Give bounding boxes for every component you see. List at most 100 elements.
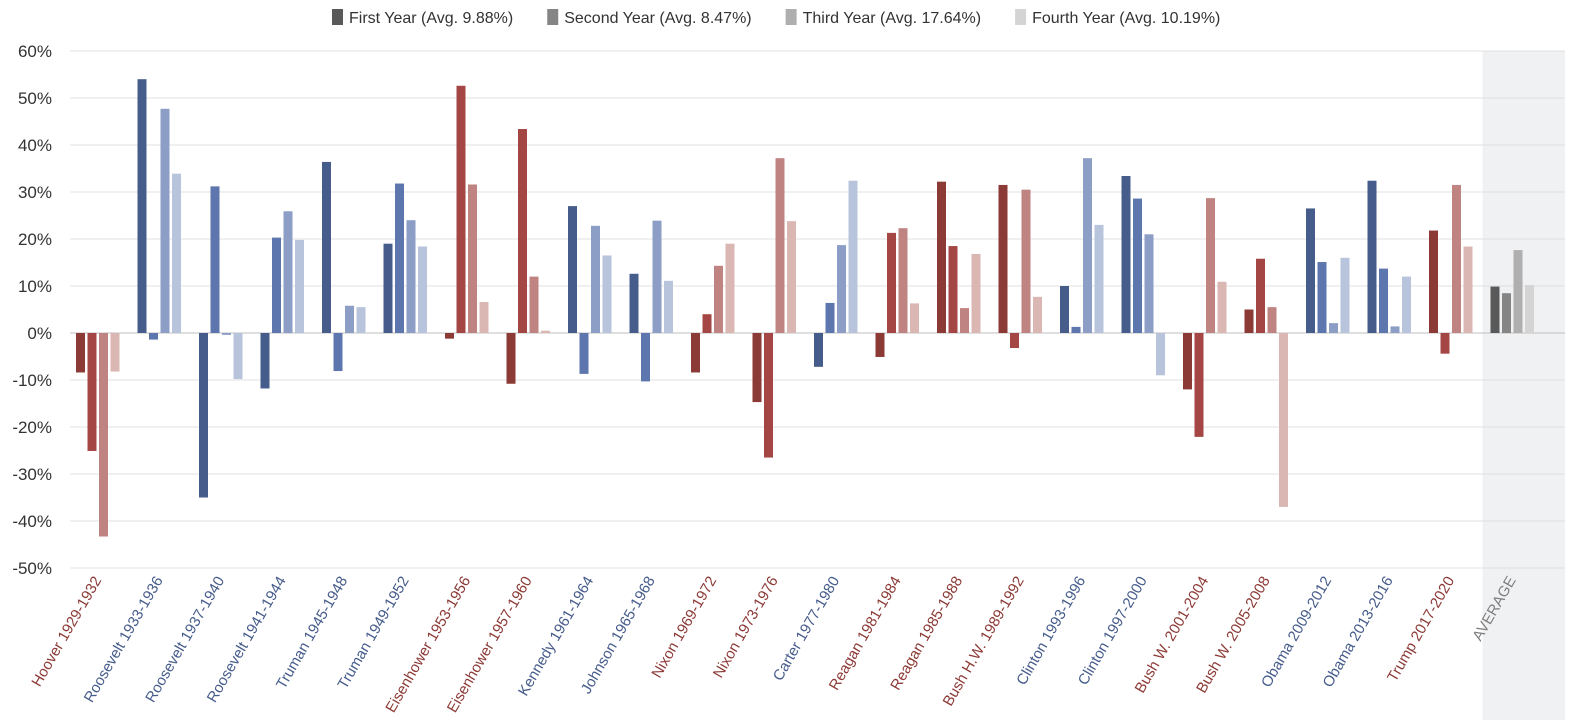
bar	[1183, 333, 1192, 390]
bar	[887, 232, 896, 333]
bar	[172, 173, 181, 333]
x-tick-label: Hoover 1929-1932	[28, 574, 105, 690]
bar	[752, 333, 762, 403]
bar	[333, 333, 343, 372]
x-tick-label: Clinton 1997-2000	[1075, 574, 1151, 689]
bar	[1133, 198, 1142, 333]
bar	[518, 129, 527, 333]
bar	[1306, 208, 1315, 333]
x-tick-label: Clinton 1993-1996	[1013, 574, 1089, 689]
bar	[1121, 176, 1131, 333]
bar	[383, 243, 393, 333]
bar	[506, 333, 516, 384]
bar	[406, 220, 416, 333]
legend-swatch	[785, 9, 797, 25]
bar	[445, 333, 454, 339]
bar	[960, 308, 969, 333]
bar	[602, 255, 612, 333]
bar	[691, 333, 700, 373]
bar	[652, 220, 662, 333]
bar	[345, 305, 354, 333]
legend-label: Second Year (Avg. 8.47%)	[564, 10, 751, 27]
bar	[1279, 333, 1288, 507]
bar	[702, 314, 712, 333]
bar	[568, 206, 577, 333]
bar	[1463, 246, 1473, 333]
bar	[199, 333, 208, 498]
y-tick-label: 50%	[18, 89, 52, 108]
y-tick-label: 60%	[18, 42, 52, 61]
bar	[579, 333, 589, 374]
bar	[1513, 250, 1523, 333]
bar	[1033, 296, 1042, 333]
bar	[1256, 258, 1265, 333]
bar	[468, 184, 477, 333]
bar	[149, 333, 158, 340]
bar	[664, 280, 673, 333]
bar	[948, 246, 958, 333]
bar	[937, 181, 946, 333]
bar	[1060, 286, 1069, 333]
bar	[541, 330, 550, 333]
bar	[1525, 285, 1534, 333]
bar	[529, 276, 539, 333]
bar	[1390, 326, 1400, 333]
bar	[272, 237, 281, 333]
x-tick-label: Nixon 1969-1972	[648, 574, 720, 681]
bar	[1429, 230, 1438, 333]
bar	[875, 333, 885, 357]
x-tick-label: Nixon 1973-1976	[710, 574, 782, 681]
bar	[110, 333, 120, 372]
y-tick-label: -10%	[12, 371, 52, 390]
bar	[1010, 333, 1019, 349]
bar	[629, 273, 639, 333]
bar	[1440, 333, 1450, 354]
bar	[222, 333, 231, 335]
y-tick-label: -50%	[12, 559, 52, 578]
legend-swatch	[332, 9, 343, 25]
bar	[775, 158, 785, 333]
bar	[356, 307, 366, 333]
bar	[837, 245, 846, 333]
bar	[825, 302, 835, 333]
legend-label: Third Year (Avg. 17.64%)	[803, 10, 981, 27]
bar	[998, 184, 1008, 333]
bar	[233, 333, 243, 380]
bar	[1021, 189, 1031, 333]
bar	[591, 225, 600, 333]
bar	[1217, 281, 1227, 333]
bar	[910, 303, 919, 333]
bar	[898, 228, 908, 333]
bar	[137, 79, 147, 333]
y-tick-label: 40%	[18, 136, 52, 155]
y-tick-label: 20%	[18, 230, 52, 249]
bar	[395, 183, 404, 333]
x-tick-label: Trump 2017-2020	[1384, 574, 1458, 685]
bar	[814, 333, 823, 367]
y-tick-label: -40%	[12, 512, 52, 531]
bar	[1367, 180, 1377, 333]
bar	[283, 211, 293, 333]
legend-label: First Year (Avg. 9.88%)	[349, 10, 513, 27]
y-tick-label: -20%	[12, 418, 52, 437]
bar	[1144, 234, 1154, 333]
bar	[1490, 286, 1500, 333]
y-tick-label: 30%	[18, 183, 52, 202]
bar	[787, 221, 796, 333]
y-tick-label: -30%	[12, 465, 52, 484]
bar	[1267, 307, 1277, 333]
bar	[971, 254, 981, 333]
bar	[1452, 184, 1461, 333]
bar	[479, 301, 489, 333]
average-background	[1482, 51, 1565, 720]
y-tick-label: 0%	[27, 324, 52, 343]
bar	[322, 161, 331, 333]
x-tick-label: Carter 1977-1980	[770, 574, 844, 684]
bar	[87, 333, 97, 451]
bar	[418, 246, 427, 333]
bar	[1402, 276, 1411, 333]
bar	[1194, 333, 1204, 437]
bar	[295, 239, 304, 333]
